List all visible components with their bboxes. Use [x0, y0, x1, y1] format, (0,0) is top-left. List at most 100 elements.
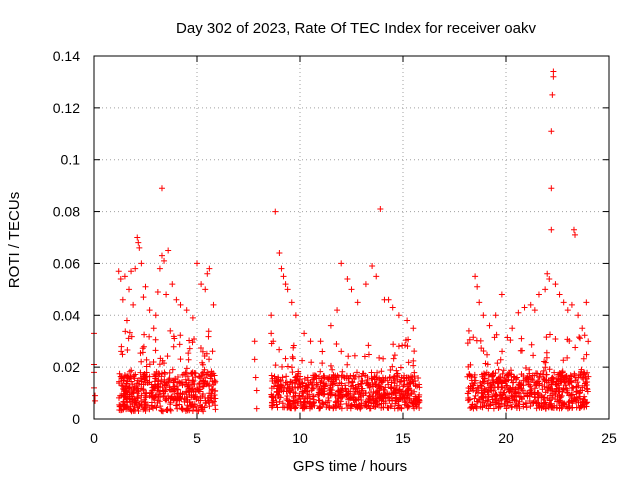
- data-point: [372, 403, 379, 410]
- data-point: [544, 270, 551, 277]
- data-point: [186, 398, 193, 405]
- data-point: [356, 401, 363, 408]
- data-point: [210, 301, 217, 308]
- data-point: [396, 386, 403, 393]
- data-point: [472, 392, 479, 399]
- data-point: [167, 399, 174, 406]
- data-point: [490, 405, 497, 412]
- data-point: [568, 373, 575, 380]
- data-point: [277, 377, 284, 384]
- data-point: [385, 394, 392, 401]
- data-point: [152, 336, 159, 343]
- data-point: [121, 387, 128, 394]
- data-point: [203, 350, 210, 357]
- data-point: [156, 361, 163, 368]
- data-point: [381, 386, 388, 393]
- data-point: [319, 400, 326, 407]
- data-point: [519, 387, 526, 394]
- data-point: [570, 226, 577, 233]
- data-point: [158, 252, 165, 259]
- y-tick-label: 0.02: [53, 359, 80, 375]
- data-point: [560, 299, 567, 306]
- data-point: [523, 404, 530, 411]
- data-point: [183, 365, 190, 372]
- data-point: [486, 322, 493, 329]
- data-point: [354, 299, 361, 306]
- data-point: [298, 379, 305, 386]
- data-point: [465, 327, 472, 334]
- data-point: [123, 403, 130, 410]
- data-point: [541, 376, 548, 383]
- data-point: [284, 286, 291, 293]
- data-point: [268, 330, 275, 337]
- data-point: [307, 338, 314, 345]
- data-point: [481, 375, 488, 382]
- data-point: [500, 390, 507, 397]
- data-point: [504, 394, 511, 401]
- data-point: [206, 403, 213, 410]
- data-point: [179, 391, 186, 398]
- data-point: [547, 385, 554, 392]
- data-point: [576, 404, 583, 411]
- data-point: [288, 299, 295, 306]
- data-point: [497, 356, 504, 363]
- data-point: [124, 378, 131, 385]
- data-point: [467, 383, 474, 390]
- data-point: [173, 402, 180, 409]
- data-point: [153, 375, 160, 382]
- data-point: [472, 273, 479, 280]
- data-point: [286, 383, 293, 390]
- data-point: [131, 375, 138, 382]
- data-point: [274, 385, 281, 392]
- y-tick-label: 0.04: [53, 307, 80, 323]
- data-point: [132, 399, 139, 406]
- data-point: [138, 260, 145, 267]
- data-point: [399, 388, 406, 395]
- data-point: [135, 239, 142, 246]
- data-point: [152, 347, 159, 354]
- data-point: [126, 286, 133, 293]
- data-point: [118, 343, 125, 350]
- data-point: [270, 393, 277, 400]
- data-point: [292, 312, 299, 319]
- data-point: [474, 398, 481, 405]
- data-point: [129, 390, 136, 397]
- data-point: [199, 403, 206, 410]
- data-point: [404, 317, 411, 324]
- data-point: [508, 404, 515, 411]
- data-point: [335, 388, 342, 395]
- data-point: [284, 363, 291, 370]
- data-point: [572, 377, 579, 384]
- data-point: [146, 392, 153, 399]
- data-point: [170, 377, 177, 384]
- data-point: [339, 385, 346, 392]
- data-point: [480, 348, 487, 355]
- data-point: [584, 385, 591, 392]
- data-point: [343, 392, 350, 399]
- data-point: [301, 375, 308, 382]
- data-point: [186, 345, 193, 352]
- y-tick-label: 0.14: [53, 48, 80, 64]
- data-point: [378, 397, 385, 404]
- data-point: [117, 275, 124, 282]
- data-point: [344, 361, 351, 368]
- y-tick-label: 0.08: [53, 204, 80, 220]
- data-point: [280, 273, 287, 280]
- data-point: [154, 387, 161, 394]
- data-point: [484, 397, 491, 404]
- data-point: [116, 370, 123, 377]
- data-point: [137, 369, 144, 376]
- data-point: [163, 379, 170, 386]
- data-point: [348, 383, 355, 390]
- data-point: [515, 390, 522, 397]
- data-point: [548, 226, 555, 233]
- data-point: [512, 401, 519, 408]
- data-point: [495, 397, 502, 404]
- data-point: [202, 374, 209, 381]
- data-point: [531, 393, 538, 400]
- data-point: [485, 377, 492, 384]
- data-point: [301, 330, 308, 337]
- data-point: [374, 369, 381, 376]
- data-point: [358, 373, 365, 380]
- data-point: [508, 371, 515, 378]
